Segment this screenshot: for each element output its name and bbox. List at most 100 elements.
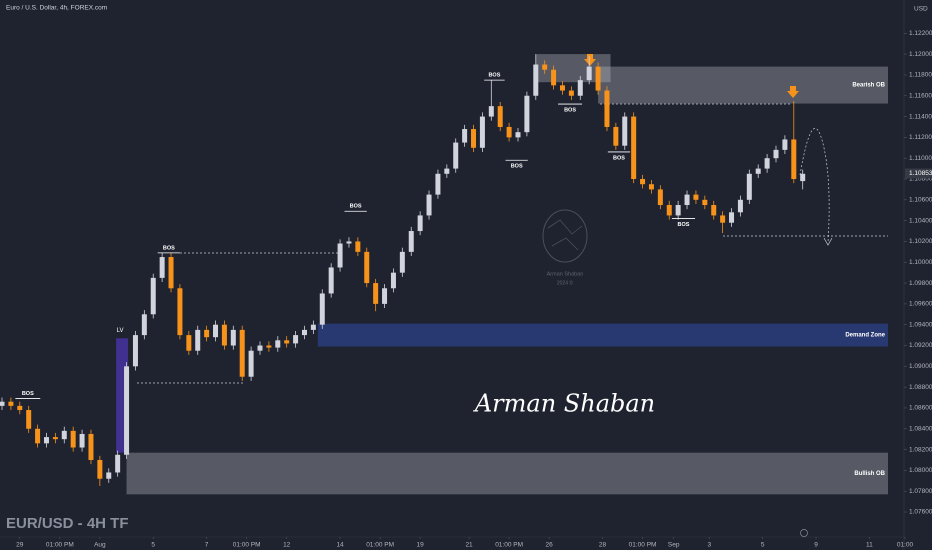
candle-body (746, 173, 752, 200)
candle-body (70, 430, 76, 448)
x-tick-label: 14 (336, 542, 344, 549)
candle-body (204, 329, 210, 338)
candle-body (773, 149, 779, 159)
candle-body (711, 205, 717, 216)
candle-body (755, 168, 761, 174)
y-tick-label: 1.08800 (909, 384, 932, 391)
projection-arrow (823, 237, 833, 246)
logo: Arman Shaban 2024 © (542, 209, 588, 286)
candle-body (631, 116, 637, 179)
candle-body (284, 340, 290, 344)
x-tick-label: 01:00 PM (629, 542, 657, 549)
y-tick-label: 1.08200 (909, 446, 932, 453)
currency: USD (914, 6, 928, 13)
candle-body (559, 85, 565, 91)
y-tick-label: 1.10200 (909, 238, 932, 245)
candle-body (373, 283, 379, 304)
candle-body (533, 64, 539, 96)
candle-body (364, 251, 370, 284)
candle-body (132, 335, 138, 367)
zone-label: Demand Zone (845, 333, 885, 339)
candle-body (702, 199, 708, 206)
price-axis (904, 0, 932, 550)
candle-body (764, 158, 770, 169)
candle-body (515, 132, 521, 138)
candle-body (8, 401, 14, 406)
zone (317, 323, 888, 347)
chart-title: Euro / U.S. Dollar, 4h, FOREX.com (6, 5, 107, 12)
candle-body (622, 116, 628, 146)
zones: Bearish OB Demand Zone Bullish OB (116, 54, 888, 495)
x-tick-label: 28 (599, 542, 607, 549)
y-tick-label: 1.10000 (909, 259, 932, 266)
candles (0, 54, 806, 487)
candle-body (524, 95, 530, 133)
candle-body (275, 340, 281, 348)
candle-body (266, 345, 272, 348)
candle-body (675, 205, 681, 216)
candle-body (568, 90, 574, 96)
candle-body (640, 179, 646, 185)
candle-body (106, 472, 112, 479)
candle-body (186, 335, 192, 351)
candle-body (35, 428, 41, 444)
y-tick-label: 1.08600 (909, 405, 932, 412)
y-tick-label: 1.10800 (909, 176, 932, 183)
x-tick-label: 5 (151, 542, 155, 549)
candle-body (26, 410, 32, 429)
last-price-tag (905, 168, 932, 179)
candle-body (488, 106, 494, 117)
candle-body (453, 142, 459, 169)
projection-path (799, 128, 830, 244)
y-tick-label: 1.09800 (909, 280, 932, 287)
candle-body (319, 293, 325, 325)
candle-body (782, 139, 788, 150)
y-tick-label: 1.07800 (909, 488, 932, 495)
candle-body (586, 66, 592, 81)
candle-body (435, 173, 441, 195)
bos-label: BOS (22, 391, 34, 397)
y-tick-label: 1.10600 (909, 197, 932, 204)
last-price-label: 1.10853 (909, 170, 932, 177)
candle-body (230, 329, 236, 346)
logo-year: 2024 © (557, 279, 574, 286)
candle-body (604, 90, 610, 127)
x-tick-label: 21 (465, 542, 473, 549)
candle-body (693, 194, 699, 200)
x-tick-label: Aug (94, 542, 106, 549)
y-tick-label: 1.09600 (909, 301, 932, 308)
bos-label: BOS (511, 164, 523, 170)
y-tick-label: 1.12200 (909, 30, 932, 37)
candle-body (301, 329, 307, 336)
candle-body (221, 324, 227, 346)
candle-body (124, 366, 130, 455)
candle-body (471, 129, 477, 148)
candle-body (666, 205, 672, 216)
candle-body (542, 64, 548, 70)
candle-body (720, 215, 726, 223)
candle-body (168, 257, 174, 289)
candle-body (613, 126, 619, 146)
candle-body (177, 288, 183, 336)
y-tick-label: 1.08000 (909, 467, 932, 474)
candle-body (729, 212, 735, 223)
candle-body (444, 168, 450, 174)
y-tick-label: 1.07600 (909, 509, 932, 516)
candle-body (648, 184, 654, 190)
bos-label: BOS (163, 245, 175, 251)
candle-body (88, 433, 94, 460)
y-tick-label: 1.09200 (909, 342, 932, 349)
candle-body (52, 437, 58, 440)
logo-shape (542, 209, 588, 263)
candle-body (426, 194, 432, 216)
candle-body (506, 126, 512, 138)
dashed-lines (137, 103, 888, 384)
candle-body (390, 272, 396, 289)
candle-body (551, 69, 557, 86)
candle-body (346, 241, 352, 244)
candle-body (257, 345, 263, 351)
y-tick-label: 1.11000 (909, 155, 932, 162)
candle-body (239, 329, 245, 377)
x-tick-label: 01:00 (897, 542, 914, 549)
